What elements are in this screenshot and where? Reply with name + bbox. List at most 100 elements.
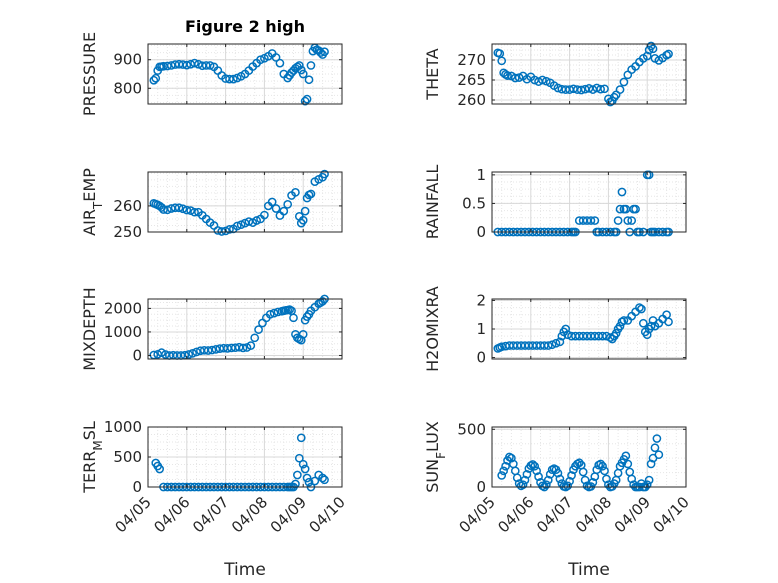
data-point [294,453,304,463]
y-axis-label: THETA [423,48,442,100]
data-point [318,473,327,483]
data-point [557,331,567,341]
data-point [497,56,507,66]
subplot-pressure: 800 900 PRESSURE Figure 2 high [80,17,343,116]
data-point [543,341,553,350]
data-point [619,77,629,87]
y-tick-label: 1000 [104,323,142,341]
data-point [553,468,563,478]
data-point [555,474,565,484]
data-point [619,316,629,325]
data-point [291,479,300,489]
data-point [654,450,664,460]
data-point [637,304,646,314]
data-point [271,53,281,62]
y-tick-label: 800 [113,79,142,97]
y-axis-label: RAINFALL [423,165,442,240]
data-point [543,475,553,485]
data-point [563,481,573,491]
data-point [298,215,308,225]
data-point [588,478,598,487]
data-point [298,329,308,339]
data-point [648,44,658,54]
data-point [590,216,600,225]
y-tick-label: 2 [476,291,486,309]
data-point [514,73,524,82]
data-point [644,475,654,485]
data-point [598,461,607,471]
data-point [271,204,281,213]
data-point [256,55,265,65]
data-point [273,307,283,317]
data-point [553,83,563,93]
data-point [207,345,217,355]
y-axis-label: PRESSURE [80,32,99,116]
y-tick-label: 1000 [104,418,142,436]
data-point [613,216,623,225]
data-point [267,197,277,207]
figure-title: Figure 2 high [185,17,305,36]
data-point [578,467,588,477]
data-point [302,312,312,321]
data-point [664,317,673,327]
data-point [617,187,627,197]
subplot-rainfall: 0 0.5 1 RAINFALL [423,165,687,241]
data-point [501,461,510,471]
y-tick-label: 265 [457,71,486,89]
data-point [555,337,565,347]
data-point [283,199,293,209]
data-point [650,443,660,453]
data-point [304,75,314,85]
data-point [605,333,615,342]
data-point [602,474,611,484]
axes-box [147,298,343,360]
data-point [567,471,576,480]
data-point [300,464,310,474]
series-markers [149,43,329,106]
data-point [182,60,192,70]
data-point [296,335,306,345]
y-tick-label: 2000 [104,299,142,317]
data-point [561,324,571,334]
axes-box [147,171,343,233]
y-tick-label: 250 [113,223,142,241]
subplot-air-temp: 250 260 AIRTEMP [80,168,343,241]
data-point [298,69,308,79]
data-point [499,466,508,476]
data-point [642,480,652,490]
data-point [576,85,586,95]
data-point [644,170,654,180]
data-point [221,226,230,236]
data-point [186,206,196,215]
data-point [293,470,302,480]
subplot-mixdepth: 0 1000 2000 MIXDEPTH [80,287,343,371]
data-point [291,187,300,197]
axes-box [147,43,343,105]
data-point [547,340,557,350]
data-point [522,469,532,479]
data-point [627,474,637,484]
data-point [563,330,573,340]
data-point [320,47,329,57]
data-point [586,216,596,225]
data-point [623,216,633,225]
data-point [250,333,260,343]
data-point [532,466,541,476]
data-point [163,205,172,215]
data-point [528,460,538,469]
y-tick-label: 260 [113,197,142,215]
data-point [306,189,316,199]
data-point [294,61,304,70]
data-point [320,475,329,485]
data-point [503,71,512,80]
data-point [609,92,619,102]
data-point [580,475,590,485]
data-point [302,94,312,104]
data-point [252,216,261,225]
data-point [538,75,547,85]
data-point [182,205,192,215]
data-point [310,476,320,486]
data-point [300,96,310,106]
data-point [541,76,551,86]
data-point [586,482,596,491]
